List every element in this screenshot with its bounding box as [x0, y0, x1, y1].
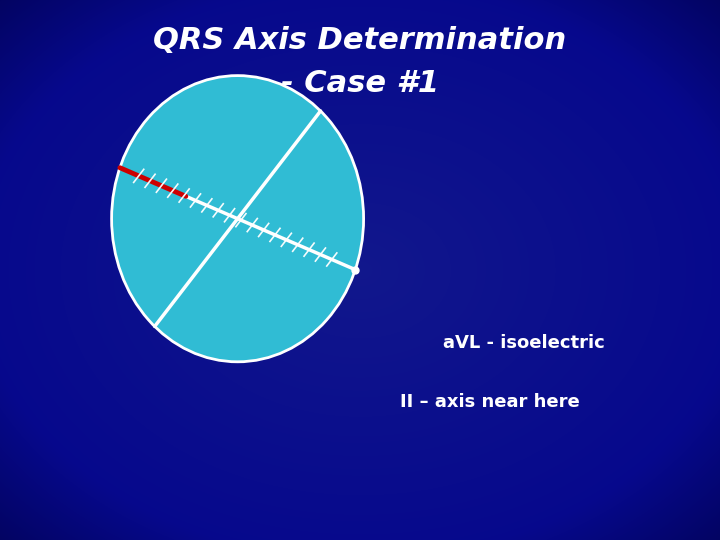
Ellipse shape — [112, 76, 364, 362]
Text: aVL - isoelectric: aVL - isoelectric — [443, 334, 605, 352]
Text: II – axis near here: II – axis near here — [400, 393, 580, 411]
Text: - Case #1: - Case #1 — [281, 69, 439, 98]
Text: QRS Axis Determination: QRS Axis Determination — [153, 26, 567, 55]
